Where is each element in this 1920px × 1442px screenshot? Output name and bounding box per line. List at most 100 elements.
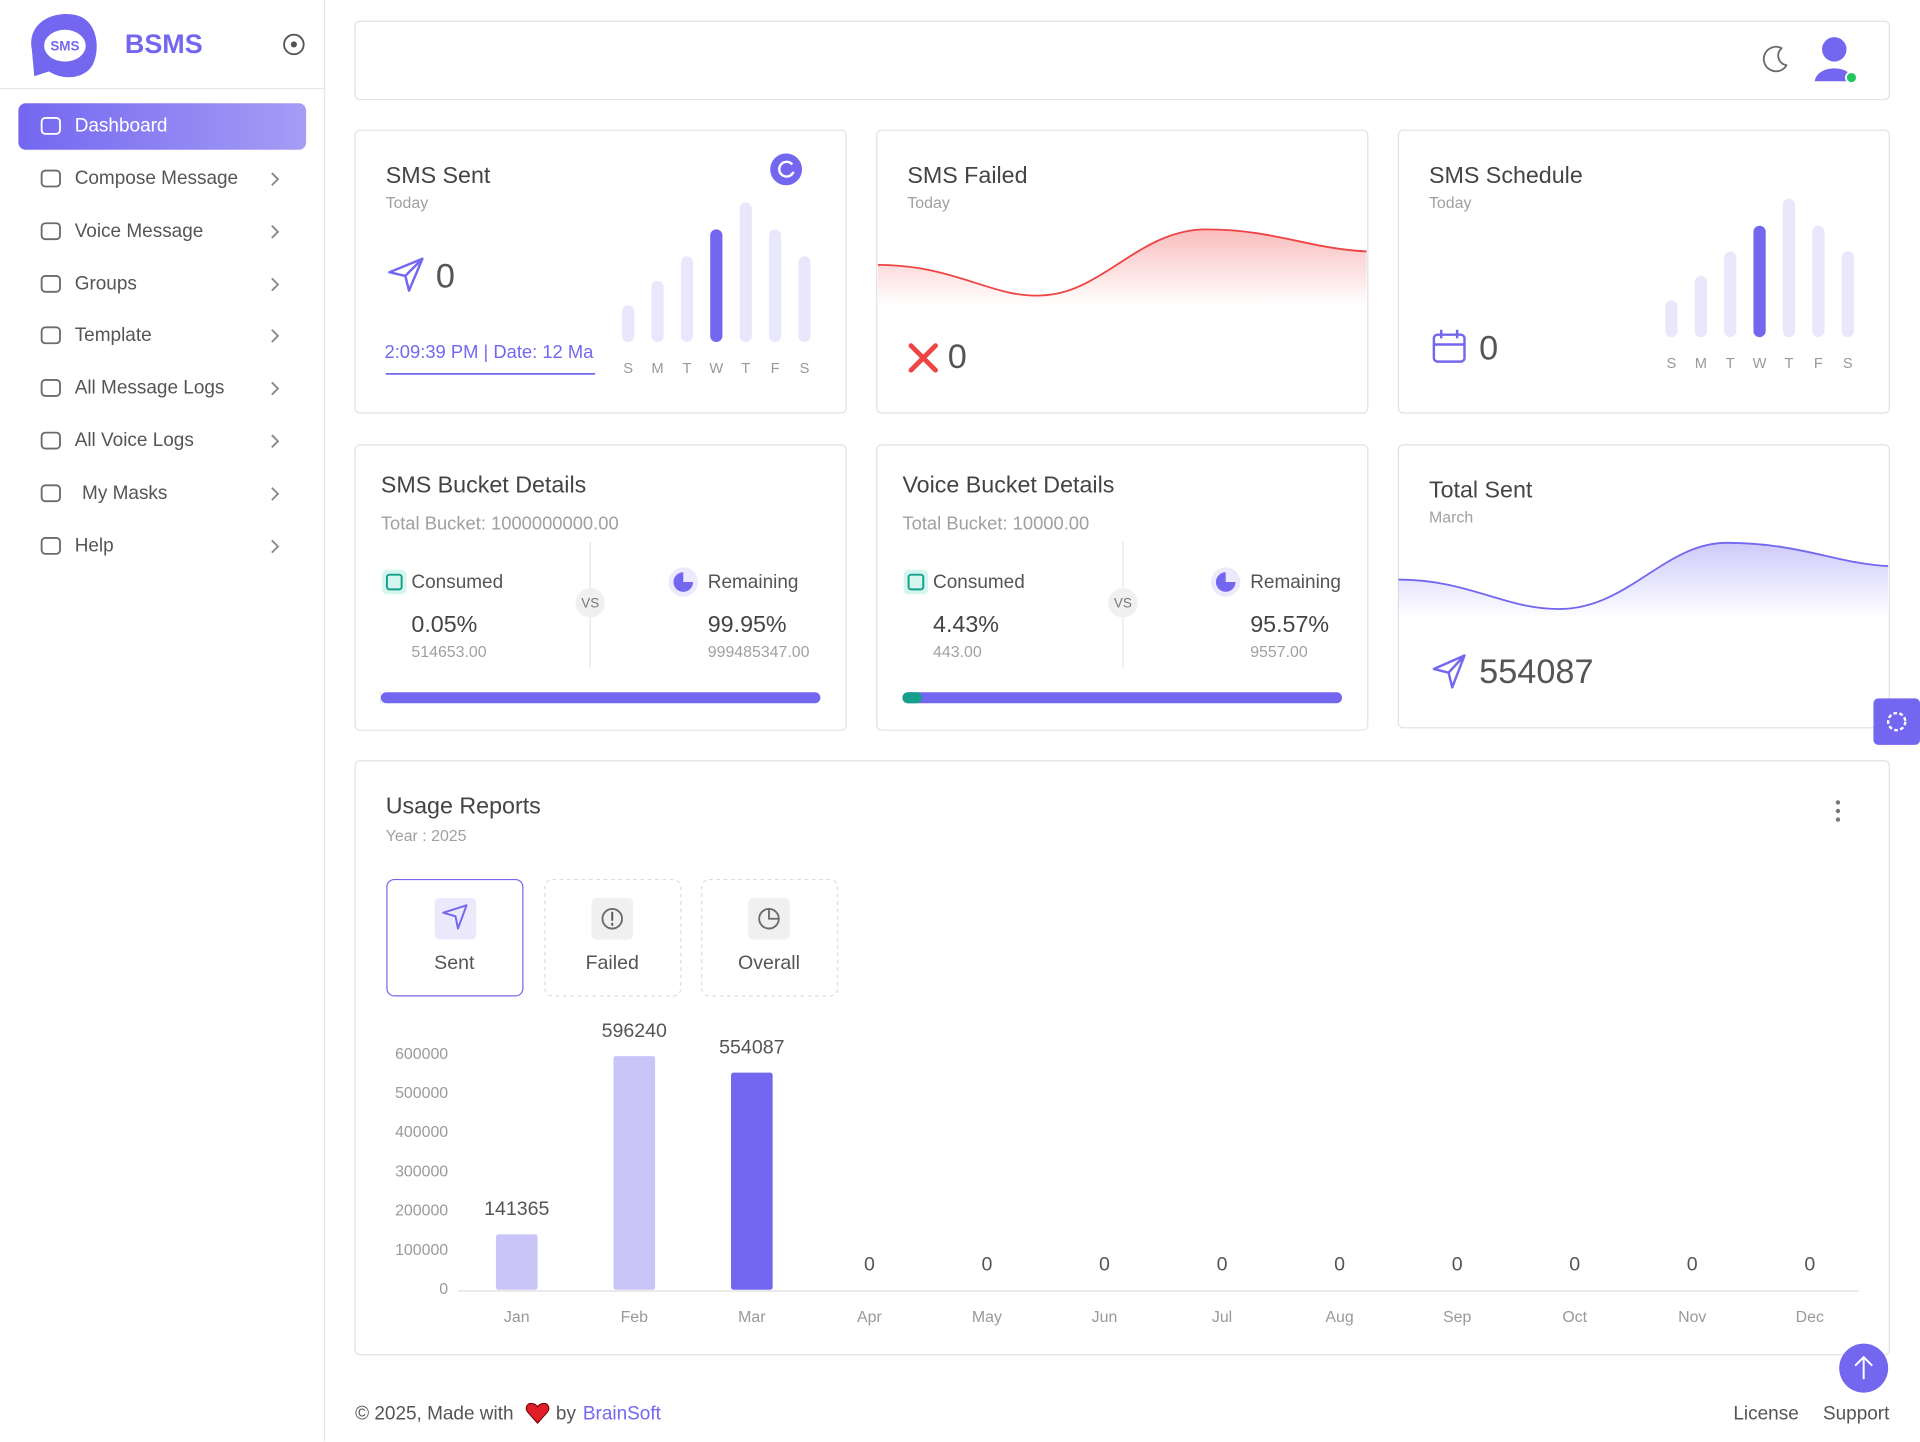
menu-item[interactable]: My Masks bbox=[82, 483, 167, 504]
menu-item[interactable]: All Voice Logs bbox=[75, 430, 194, 451]
value-label: 0 bbox=[864, 1253, 875, 1275]
y-tick-label: 400000 bbox=[395, 1124, 448, 1141]
usage-chart: 0 100000 200000 300000 400000 500000 600000 Jan… bbox=[395, 1020, 1824, 1326]
logo-text: SMS bbox=[50, 38, 79, 53]
value-label: 0 bbox=[1099, 1253, 1110, 1275]
card-subtitle: March bbox=[1429, 510, 1473, 527]
calendar-detail bbox=[1433, 329, 1465, 346]
failed-icon bbox=[908, 343, 938, 373]
chevron bbox=[271, 539, 280, 554]
bar bbox=[731, 1072, 773, 1290]
card-title: SMS Failed bbox=[907, 162, 1027, 188]
footer-link[interactable]: License bbox=[1733, 1404, 1798, 1425]
value-label: 554087 bbox=[719, 1036, 784, 1058]
menu-item[interactable]: Template bbox=[75, 325, 152, 346]
menu-item[interactable]: Voice Message bbox=[75, 221, 204, 242]
calendar-icon bbox=[1432, 333, 1466, 363]
brand[interactable]: BSMS bbox=[125, 29, 203, 59]
consumed-icon bbox=[382, 569, 407, 595]
footer-by: by bbox=[556, 1404, 577, 1425]
card-title: SMS Schedule bbox=[1429, 162, 1583, 188]
menu-icon bbox=[40, 274, 61, 293]
tab-icon bbox=[601, 908, 623, 930]
collapse-toggle[interactable] bbox=[283, 33, 305, 56]
heart bbox=[525, 1402, 550, 1424]
chevron bbox=[271, 329, 280, 343]
vs-badge bbox=[1108, 588, 1138, 618]
value-label: 0 bbox=[1452, 1253, 1463, 1275]
avatar[interactable] bbox=[1822, 37, 1847, 62]
count: 0 bbox=[1479, 330, 1498, 368]
consumed-percent: 0.05% bbox=[411, 611, 477, 637]
card-subtitle: Today bbox=[386, 195, 428, 212]
copyright: © 2025, Made with bbox=[355, 1404, 513, 1425]
mini-bar bbox=[798, 256, 811, 343]
tab-icon bbox=[442, 904, 468, 930]
y-tick-label: 100000 bbox=[395, 1242, 448, 1259]
menu-icon bbox=[40, 379, 61, 397]
settings-button[interactable] bbox=[1873, 698, 1920, 745]
menu-icon bbox=[40, 431, 61, 450]
card-subtitle: Today bbox=[1429, 195, 1471, 212]
day-label: T bbox=[1726, 356, 1735, 372]
remaining-amount: 9557.00 bbox=[1250, 644, 1308, 661]
value-label: 0 bbox=[1687, 1253, 1698, 1275]
mini-bar bbox=[680, 256, 694, 343]
day-label: T bbox=[741, 361, 750, 377]
menu-item[interactable]: Dashboard bbox=[75, 116, 168, 137]
menu-item[interactable]: Groups bbox=[75, 273, 137, 294]
remaining-label: Remaining bbox=[1250, 572, 1341, 593]
menu-active[interactable] bbox=[18, 103, 307, 150]
menu-item[interactable]: Help bbox=[75, 536, 114, 557]
tab-label: Failed bbox=[586, 952, 639, 974]
bucket-total: Total Bucket: 10000.00 bbox=[902, 512, 1089, 533]
value-label: 0 bbox=[1217, 1253, 1228, 1275]
x-tick-label: Sep bbox=[1443, 1309, 1471, 1326]
day-label: M bbox=[651, 361, 663, 377]
mini-bar bbox=[1782, 198, 1796, 338]
x-tick-label: Apr bbox=[857, 1309, 882, 1326]
chevron bbox=[271, 225, 280, 239]
x-tick-label: Aug bbox=[1325, 1309, 1353, 1326]
card-title: SMS Bucket Details bbox=[381, 472, 586, 498]
card bbox=[354, 129, 847, 414]
value-label: 0 bbox=[1569, 1253, 1580, 1275]
kebab-menu[interactable] bbox=[1835, 800, 1841, 822]
menu-icon bbox=[40, 484, 61, 503]
day-label: F bbox=[771, 361, 780, 377]
value-label: 0 bbox=[981, 1253, 992, 1275]
value-label: 0 bbox=[1804, 1253, 1815, 1275]
collapse-dot bbox=[290, 41, 297, 48]
chevron bbox=[271, 277, 280, 292]
refresh-button[interactable] bbox=[770, 153, 803, 186]
footer-link[interactable]: Support bbox=[1823, 1404, 1890, 1425]
theme-toggle[interactable] bbox=[1762, 45, 1788, 73]
card-title: Total Sent bbox=[1429, 477, 1533, 503]
card bbox=[1397, 129, 1890, 414]
logo-bubble bbox=[44, 29, 86, 62]
online-dot bbox=[1845, 71, 1858, 84]
x-tick-label: Oct bbox=[1562, 1309, 1587, 1326]
remaining-label: Remaining bbox=[708, 572, 799, 593]
refresh-icon bbox=[778, 160, 795, 178]
menu-icon bbox=[40, 537, 61, 555]
tab-label: Sent bbox=[434, 952, 475, 974]
usage-title: Usage Reports bbox=[386, 792, 541, 818]
x-tick-label: Nov bbox=[1678, 1309, 1706, 1326]
menu-item[interactable]: Compose Message bbox=[75, 168, 238, 189]
day-label: S bbox=[800, 361, 810, 377]
consumed-amount: 514653.00 bbox=[411, 644, 486, 661]
menu-icon bbox=[40, 169, 61, 188]
menu-item[interactable]: All Message Logs bbox=[75, 378, 225, 399]
company-link[interactable]: BrainSoft bbox=[583, 1404, 662, 1425]
value-label: 0 bbox=[1334, 1253, 1345, 1275]
vs-text: VS bbox=[581, 596, 599, 611]
mini-bar bbox=[1724, 251, 1737, 338]
mini-bar bbox=[1694, 275, 1707, 338]
day-label: W bbox=[1753, 356, 1767, 372]
progress-consumed bbox=[902, 692, 922, 704]
wave-fill bbox=[1398, 542, 1889, 619]
settings-icon bbox=[1886, 711, 1907, 732]
card bbox=[354, 444, 847, 731]
